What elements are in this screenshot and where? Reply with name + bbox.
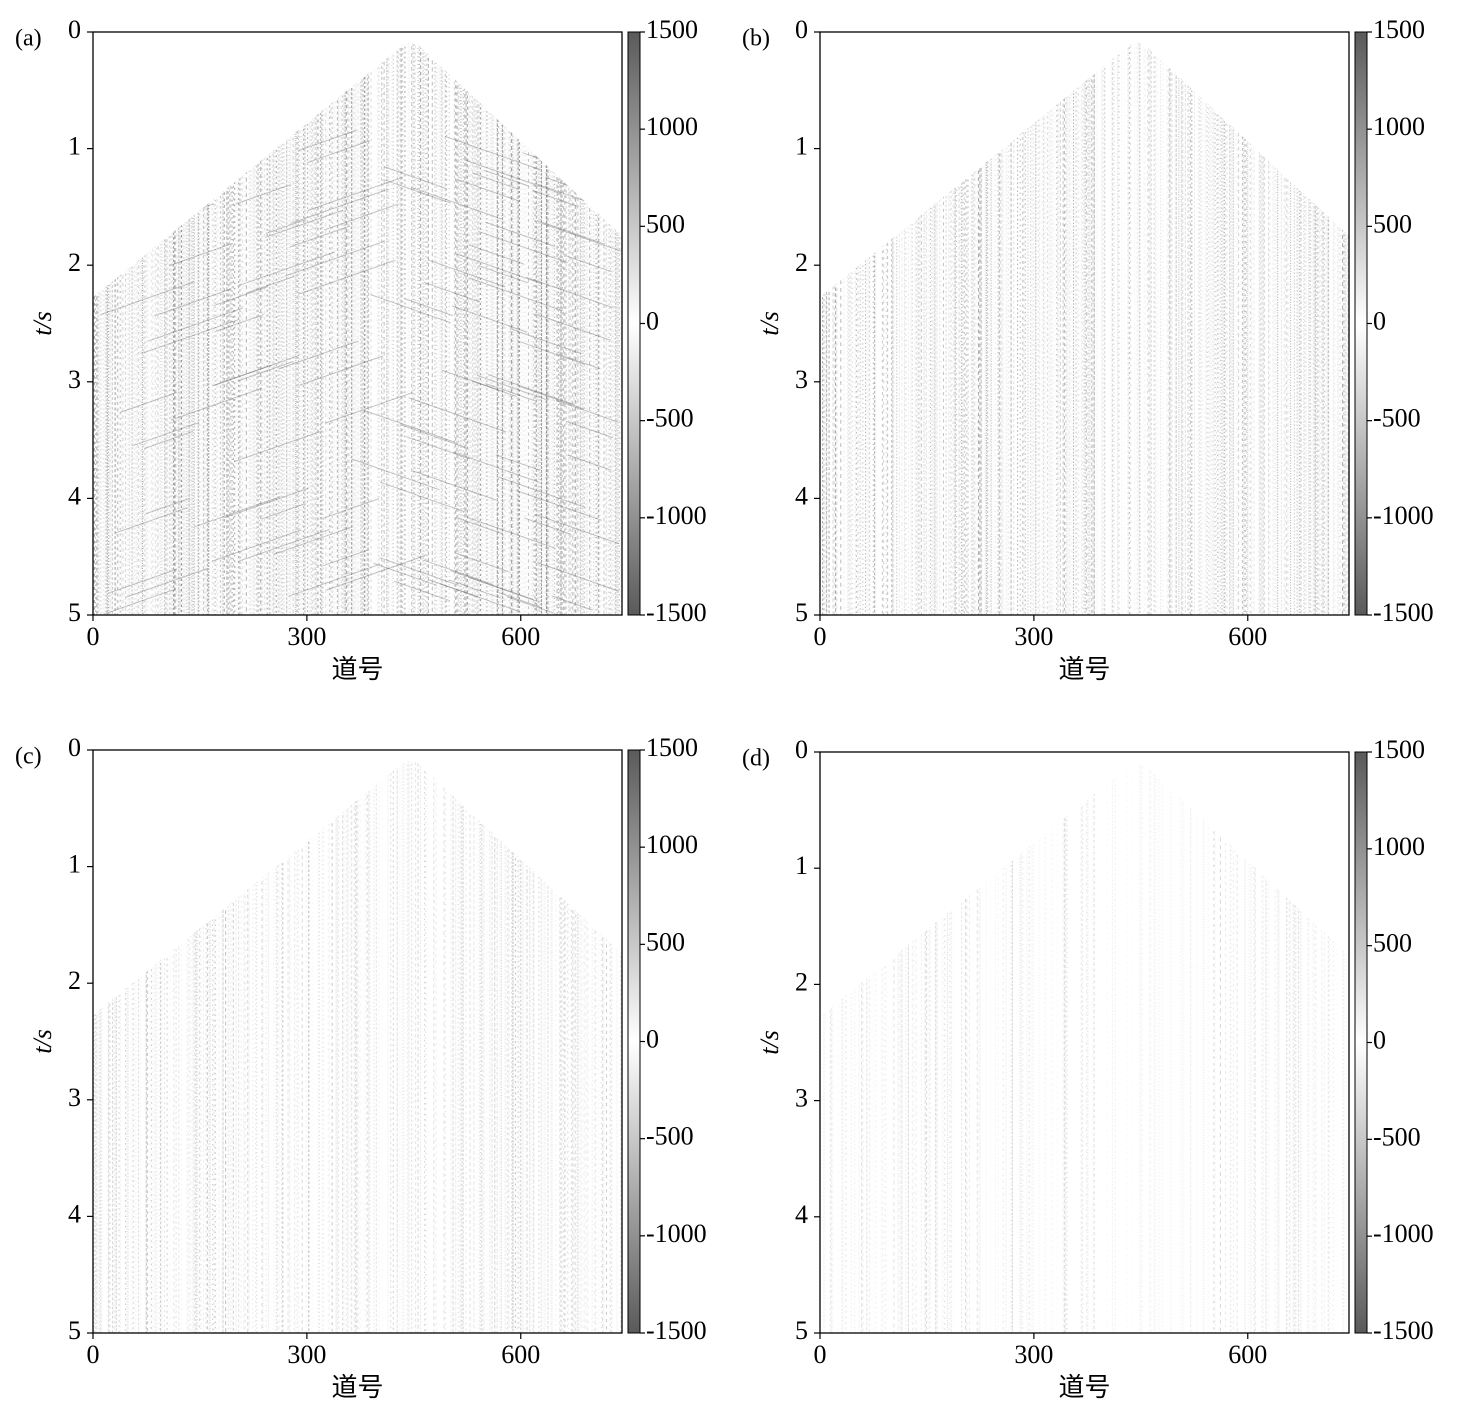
panel-label: (b) [742,26,770,52]
colorbar-tick-label: 1000 [646,112,698,141]
x-tick-label: 300 [1014,622,1053,651]
colorbar-tick-label: 500 [646,209,685,238]
x-tick-label: 600 [501,622,540,651]
colorbar-tick-label: -1500 [646,598,707,627]
plot-frame [819,751,1350,1334]
colorbar-tick-label: -500 [1373,1122,1421,1151]
panel-label: (c) [15,744,42,770]
seismic-image [820,42,1349,615]
y-tick-label: 5 [68,598,81,627]
colorbar-tick-label: 1500 [646,733,698,762]
y-tick-label: 1 [795,851,808,880]
colorbar-tick-label: 1500 [1373,15,1425,44]
colorbar-tick-label: 1000 [646,830,698,859]
x-tick-label: 0 [87,1340,100,1369]
y-tick-label: 4 [795,1200,808,1229]
colorbar-tick-label: -1500 [1373,598,1434,627]
x-tick-label: 300 [1014,1340,1053,1369]
colorbar-tick-label: -500 [1373,404,1421,433]
colorbar-tick-label: -1500 [1373,1316,1434,1345]
x-tick-label: 300 [287,622,326,651]
x-tick-label: 300 [287,1340,326,1369]
panel-label: (d) [742,746,770,772]
colorbar-tick-label: 1000 [1373,112,1425,141]
x-tick-label: 0 [814,1340,827,1369]
y-axis-label: t/s [28,1029,57,1054]
colorbar [627,749,641,1334]
panel: 0 300 600 0 1 2 3 4 5 道号 t/s (b) -1500 -1000 -500 0 500 1… [742,15,1434,684]
y-tick-label: 3 [68,1083,81,1112]
x-tick-label: 600 [1228,1340,1267,1369]
panel: 0 300 600 0 1 2 3 4 5 道号 t/s (d) -1500 -1000 -500 0 500 1… [742,735,1434,1402]
y-tick-label: 2 [68,248,81,277]
seismic-image [93,42,622,615]
panel: 0 300 600 0 1 2 3 4 5 道号 t/s (a) -1500 -1000 -500 0 500 1… [15,15,707,684]
colorbar-tick-label: 0 [1373,1025,1386,1054]
y-tick-label: 0 [68,733,81,762]
seismic-image [823,762,1348,1333]
x-axis-label: 道号 [1058,1373,1110,1402]
y-tick-label: 3 [795,365,808,394]
y-tick-label: 1 [795,132,808,161]
y-tick-label: 5 [68,1316,81,1345]
x-tick-label: 0 [87,622,100,651]
y-tick-label: 1 [68,850,81,879]
y-tick-label: 5 [795,598,808,627]
colorbar-tick-label: -500 [646,1122,694,1151]
y-tick-label: 4 [68,481,81,510]
colorbar [1354,31,1368,616]
colorbar-tick-label: 0 [646,1024,659,1053]
colorbar-tick-label: 500 [1373,929,1412,958]
y-tick-label: 1 [68,132,81,161]
y-tick-label: 0 [68,15,81,44]
colorbar-tick-label: 1500 [1373,735,1425,764]
x-tick-label: 600 [501,1340,540,1369]
y-axis-label: t/s [28,311,57,336]
y-axis-label: t/s [755,311,784,336]
panel-label: (a) [15,26,42,52]
colorbar [627,31,641,616]
seismic-image [93,760,622,1333]
y-tick-label: 2 [795,967,808,996]
y-tick-label: 3 [795,1084,808,1113]
colorbar-tick-label: 0 [646,306,659,335]
y-tick-label: 0 [795,735,808,764]
plot-frame [92,749,623,1334]
colorbar-tick-label: 1000 [1373,832,1425,861]
y-tick-label: 5 [795,1316,808,1345]
colorbar-tick-label: 0 [1373,306,1386,335]
colorbar-tick-label: -1000 [646,1219,707,1248]
colorbar-tick-label: -1000 [646,501,707,530]
x-axis-label: 道号 [331,655,383,684]
colorbar-tick-label: 500 [646,927,685,956]
x-tick-label: 0 [814,622,827,651]
y-axis-label: t/s [755,1030,784,1055]
colorbar [1354,751,1368,1334]
y-tick-label: 3 [68,365,81,394]
colorbar-tick-label: -1000 [1373,1219,1434,1248]
colorbar-tick-label: -1500 [646,1316,707,1345]
colorbar-tick-label: -1000 [1373,501,1434,530]
colorbar-tick-label: 1500 [646,15,698,44]
y-tick-label: 2 [68,966,81,995]
y-tick-label: 4 [68,1199,81,1228]
colorbar-tick-label: -500 [646,404,694,433]
y-tick-label: 4 [795,481,808,510]
x-axis-label: 道号 [331,1373,383,1402]
colorbar-tick-label: 500 [1373,209,1412,238]
x-axis-label: 道号 [1058,655,1110,684]
x-tick-label: 600 [1228,622,1267,651]
plot-frame [92,31,623,616]
panel: 0 300 600 0 1 2 3 4 5 道号 t/s (c) -1500 -1000 -500 0 500 1… [15,733,707,1402]
y-tick-label: 0 [795,15,808,44]
y-tick-label: 2 [795,248,808,277]
plot-frame [819,31,1350,616]
